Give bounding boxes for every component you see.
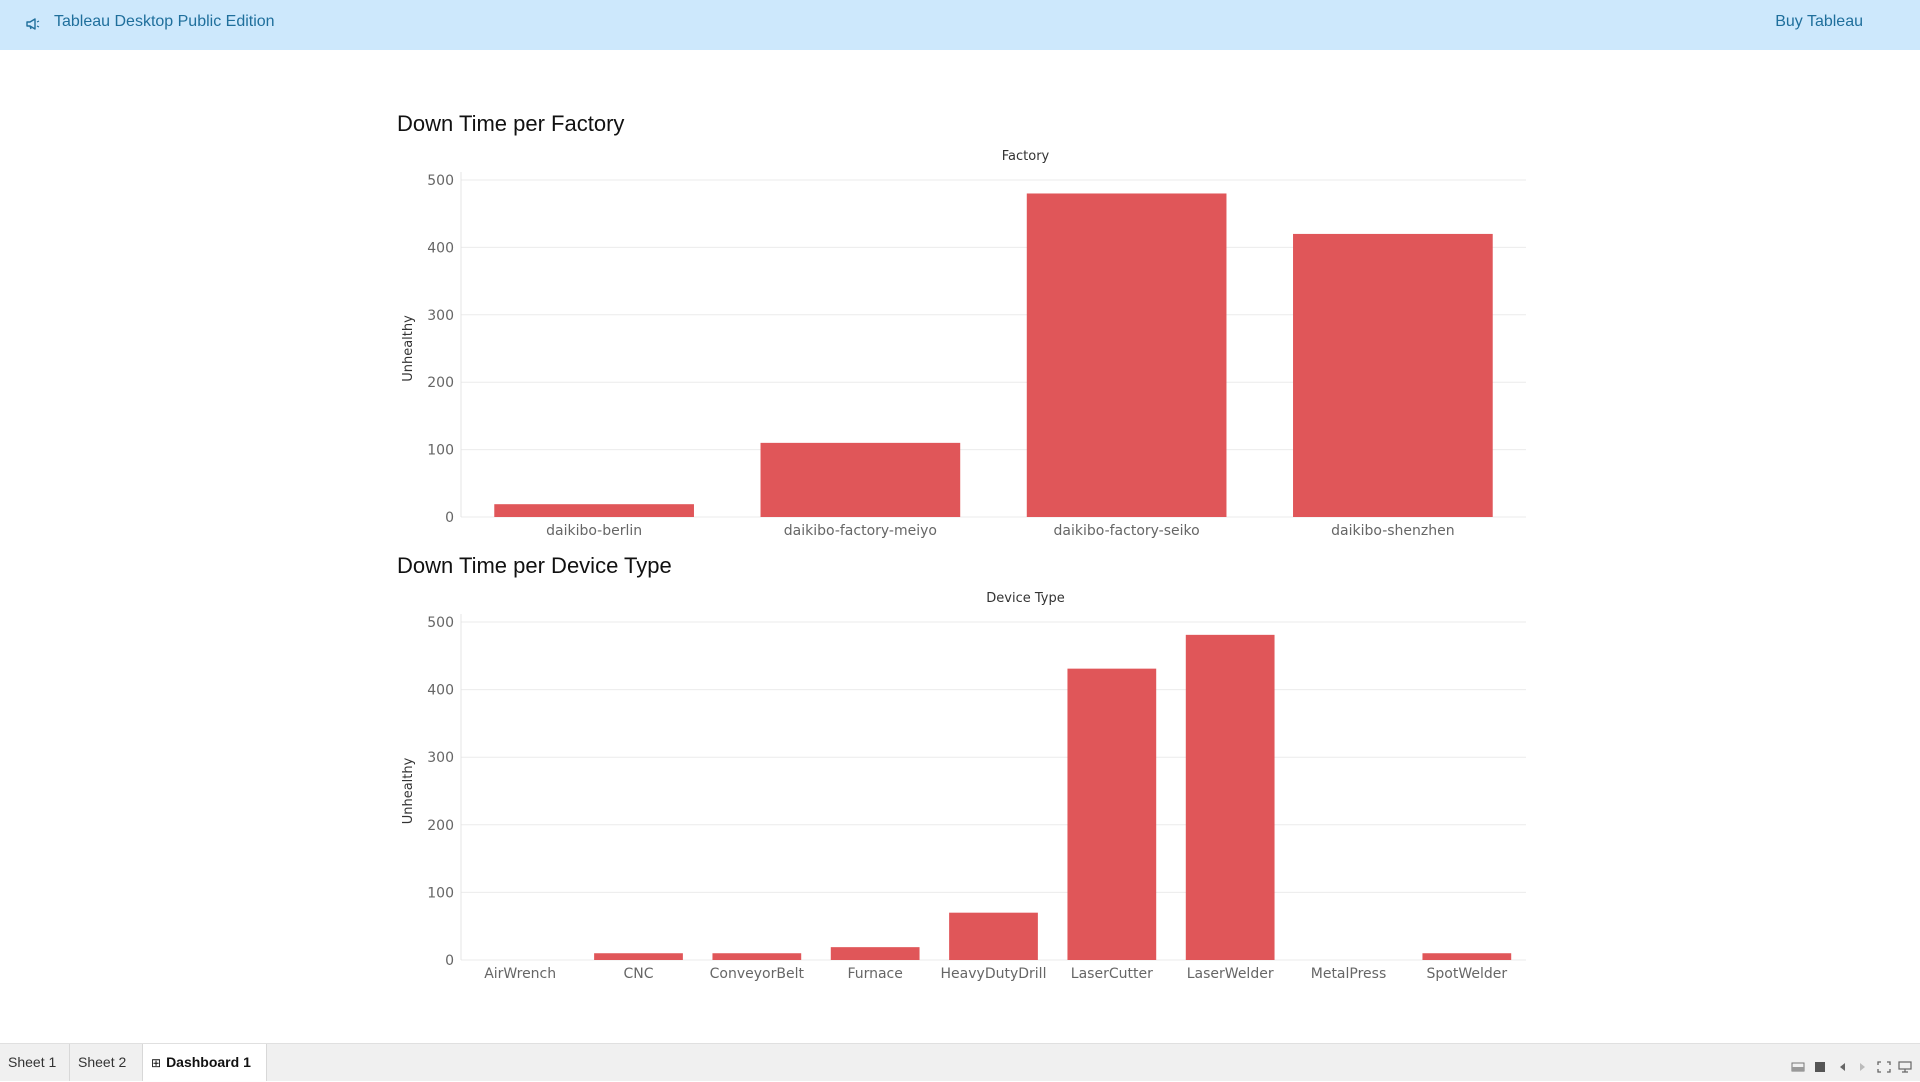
y-tick-label: 200 bbox=[427, 375, 454, 391]
x-tick-label: daikibo-berlin bbox=[546, 523, 642, 539]
tab-label: Sheet 1 bbox=[8, 1054, 57, 1070]
top-bar: Tableau Desktop Public Edition Buy Table… bbox=[0, 0, 1920, 50]
tab-label: Dashboard 1 bbox=[166, 1054, 251, 1070]
chart-title-factory: Down Time per Factory bbox=[397, 111, 625, 136]
y-tick-label: 400 bbox=[427, 240, 454, 256]
present-icon[interactable] bbox=[1898, 1061, 1912, 1073]
bar[interactable] bbox=[494, 504, 694, 517]
y-tick-label: 100 bbox=[427, 443, 454, 459]
tab-dashboard-1[interactable]: ⊞ Dashboard 1 bbox=[143, 1044, 267, 1081]
layout-icon[interactable] bbox=[1791, 1061, 1805, 1073]
x-tick-label: daikibo-factory-meiyo bbox=[784, 523, 937, 539]
sheet-tab-bar: Sheet 1 Sheet 2 ⊞ Dashboard 1 bbox=[0, 1043, 1920, 1081]
bar[interactable] bbox=[760, 442, 961, 517]
x-tick-label: daikibo-shenzhen bbox=[1331, 523, 1454, 539]
next-icon[interactable] bbox=[1855, 1061, 1869, 1073]
tab-sheet-1[interactable]: Sheet 1 bbox=[0, 1044, 70, 1081]
bar[interactable] bbox=[1293, 233, 1493, 518]
bar[interactable] bbox=[1026, 193, 1227, 518]
megaphone-icon bbox=[26, 18, 40, 30]
app-title: Tableau Desktop Public Edition bbox=[54, 13, 275, 30]
tab-sheet-2[interactable]: Sheet 2 bbox=[70, 1044, 143, 1081]
dashboard-grid-icon: ⊞ bbox=[151, 1056, 162, 1070]
prev-icon[interactable] bbox=[1836, 1061, 1850, 1073]
tab-label: Sheet 2 bbox=[78, 1054, 127, 1070]
y-tick-label: 300 bbox=[427, 308, 454, 324]
x-tick-label: daikibo-factory-seiko bbox=[1054, 523, 1200, 539]
chart-title-device-type: Down Time per Device Type bbox=[397, 553, 672, 578]
fullscreen-icon[interactable] bbox=[1877, 1061, 1891, 1073]
buy-tableau-link[interactable]: Buy Tableau bbox=[1775, 13, 1863, 30]
y-tick-label: 500 bbox=[427, 173, 454, 189]
stop-icon[interactable] bbox=[1813, 1061, 1827, 1073]
y-axis-title: Unhealthy bbox=[401, 315, 416, 382]
x-axis-title: Factory bbox=[1002, 149, 1050, 164]
y-tick-label: 0 bbox=[445, 510, 454, 526]
